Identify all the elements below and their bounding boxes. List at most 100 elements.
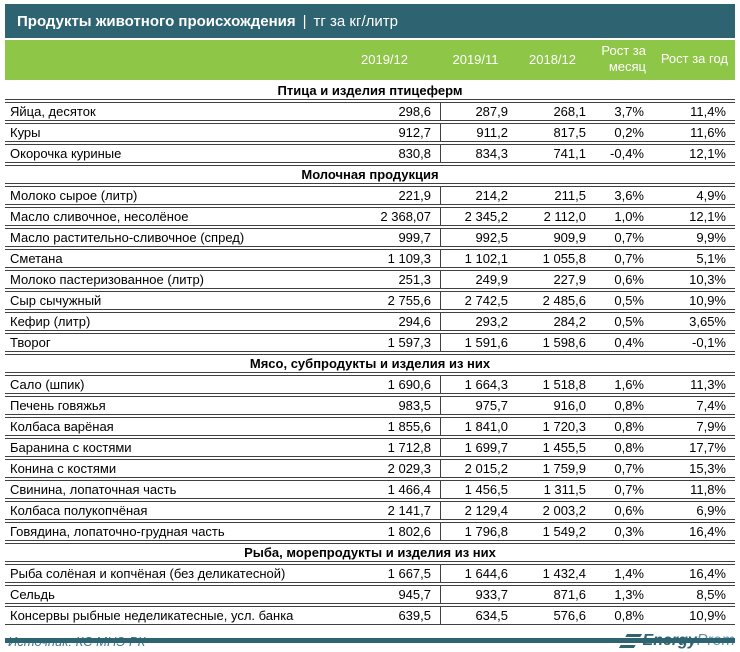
value-cell: 916,0 <box>517 396 595 415</box>
value-cell: 1,3% <box>595 585 653 604</box>
value-cell: 1 841,0 <box>441 417 517 436</box>
value-cell: 0,6% <box>595 270 653 289</box>
value-cell: 1 759,9 <box>517 459 595 478</box>
value-cell: 1 667,5 <box>335 564 441 583</box>
table-row: Сало (шпик) 1 690,6 1 664,3 1 518,8 1,6% 11,3… <box>5 375 735 394</box>
value-cell: 2 003,2 <box>517 501 595 520</box>
value-cell: 0,7% <box>595 249 653 268</box>
product-name: Масло сливочное, несолёное <box>5 207 335 226</box>
page-title: Продукты животного происхождения <box>17 12 296 30</box>
column-header-growth-month: Рост за месяц <box>595 40 653 80</box>
value-cell: 1 055,8 <box>517 249 595 268</box>
value-cell: 999,7 <box>335 228 441 247</box>
column-header-product <box>5 40 335 80</box>
value-cell: 0,6% <box>595 501 653 520</box>
value-cell: 294,6 <box>335 312 441 331</box>
value-cell: 15,3% <box>653 459 735 478</box>
product-name: Кефир (литр) <box>5 312 335 331</box>
value-cell: 1 597,3 <box>335 333 441 352</box>
product-name: Куры <box>5 123 335 142</box>
bottom-bar <box>5 638 735 643</box>
table-row: Яйца, десяток 298,6 287,9 268,1 3,7% 11,4% <box>5 102 735 121</box>
value-cell: 10,9% <box>653 606 735 625</box>
table-row: Печень говяжья 983,5 975,7 916,0 0,8% 7,4% <box>5 396 735 415</box>
value-cell: 992,5 <box>441 228 517 247</box>
value-cell: 2 755,6 <box>335 291 441 310</box>
value-cell: 268,1 <box>517 102 595 121</box>
value-cell: 2 485,6 <box>517 291 595 310</box>
value-cell: 909,9 <box>517 228 595 247</box>
section-header-row: Молочная продукция <box>5 165 735 184</box>
value-cell: 1 549,2 <box>517 522 595 541</box>
value-cell: 211,5 <box>517 186 595 205</box>
value-cell: 0,8% <box>595 606 653 625</box>
product-name: Консервы рыбные неделикатесные, усл. бан… <box>5 606 335 625</box>
product-name: Конина с костями <box>5 459 335 478</box>
value-cell: 0,7% <box>595 228 653 247</box>
table-row: Творог 1 597,3 1 591,6 1 598,6 0,4% -0,1% <box>5 333 735 352</box>
product-name: Сало (шпик) <box>5 375 335 394</box>
value-cell: 2 742,5 <box>441 291 517 310</box>
section-title: Птица и изделия птицеферм <box>5 82 735 100</box>
column-header-2019-11: 2019/11 <box>441 40 517 80</box>
section-header-row: Птица и изделия птицеферм <box>5 82 735 100</box>
product-name: Окорочка куриные <box>5 144 335 163</box>
value-cell: 2 015,2 <box>441 459 517 478</box>
value-cell: 1 109,3 <box>335 249 441 268</box>
value-cell: 741,1 <box>517 144 595 163</box>
value-cell: 4,9% <box>653 186 735 205</box>
table-row: Колбаса варёная 1 855,6 1 841,0 1 720,3 0,8%… <box>5 417 735 436</box>
value-cell: 12,1% <box>653 144 735 163</box>
value-cell: 0,2% <box>595 123 653 142</box>
table-row: Консервы рыбные неделикатесные, усл. бан… <box>5 606 735 625</box>
value-cell: 945,7 <box>335 585 441 604</box>
value-cell: 1 802,6 <box>335 522 441 541</box>
value-cell: 1 796,8 <box>441 522 517 541</box>
value-cell: 1 712,8 <box>335 438 441 457</box>
value-cell: 2 345,2 <box>441 207 517 226</box>
product-name: Баранина с костями <box>5 438 335 457</box>
table-row: Окорочка куриные 830,8 834,3 741,1 -0,4% 12,1… <box>5 144 735 163</box>
title-separator: | <box>302 12 307 30</box>
table-row: Молоко пастеризованное (литр) 251,3 249,9 2… <box>5 270 735 289</box>
column-header-2019-12: 2019/12 <box>335 40 441 80</box>
value-cell: 1,4% <box>595 564 653 583</box>
value-cell: 834,3 <box>441 144 517 163</box>
value-cell: 11,8% <box>653 480 735 499</box>
value-cell: 2 129,4 <box>441 501 517 520</box>
value-cell: 9,9% <box>653 228 735 247</box>
value-cell: 1 455,5 <box>517 438 595 457</box>
value-cell: 10,9% <box>653 291 735 310</box>
value-cell: 1 466,4 <box>335 480 441 499</box>
value-cell: 1 518,8 <box>517 375 595 394</box>
product-name: Молоко пастеризованное (литр) <box>5 270 335 289</box>
value-cell: 17,7% <box>653 438 735 457</box>
table-row: Сельдь 945,7 933,7 871,6 1,3% 8,5% <box>5 585 735 604</box>
value-cell: 3,7% <box>595 102 653 121</box>
value-cell: 0,5% <box>595 291 653 310</box>
value-cell: 911,2 <box>441 123 517 142</box>
section-title: Мясо, субпродукты и изделия из них <box>5 354 735 373</box>
value-cell: 11,4% <box>653 102 735 121</box>
value-cell: 830,8 <box>335 144 441 163</box>
value-cell: 2 368,07 <box>335 207 441 226</box>
section-title: Молочная продукция <box>5 165 735 184</box>
product-name: Рыба солёная и копчёная (без деликатесно… <box>5 564 335 583</box>
value-cell: 251,3 <box>335 270 441 289</box>
value-cell: 1 644,6 <box>441 564 517 583</box>
value-cell: 249,9 <box>441 270 517 289</box>
value-cell: 2 141,7 <box>335 501 441 520</box>
table-row: Молоко сырое (литр) 221,9 214,2 211,5 3,6% 4,… <box>5 186 735 205</box>
title-bar: Продукты животного происхождения | тг за… <box>5 4 735 38</box>
value-cell: 10,3% <box>653 270 735 289</box>
value-cell: 293,2 <box>441 312 517 331</box>
table-row: Сыр сычужный 2 755,6 2 742,5 2 485,6 0,5% 10,… <box>5 291 735 310</box>
value-cell: -0,4% <box>595 144 653 163</box>
value-cell: 1 311,5 <box>517 480 595 499</box>
value-cell: 7,9% <box>653 417 735 436</box>
product-name: Сметана <box>5 249 335 268</box>
value-cell: 284,2 <box>517 312 595 331</box>
product-name: Творог <box>5 333 335 352</box>
value-cell: 11,3% <box>653 375 735 394</box>
value-cell: 1 720,3 <box>517 417 595 436</box>
